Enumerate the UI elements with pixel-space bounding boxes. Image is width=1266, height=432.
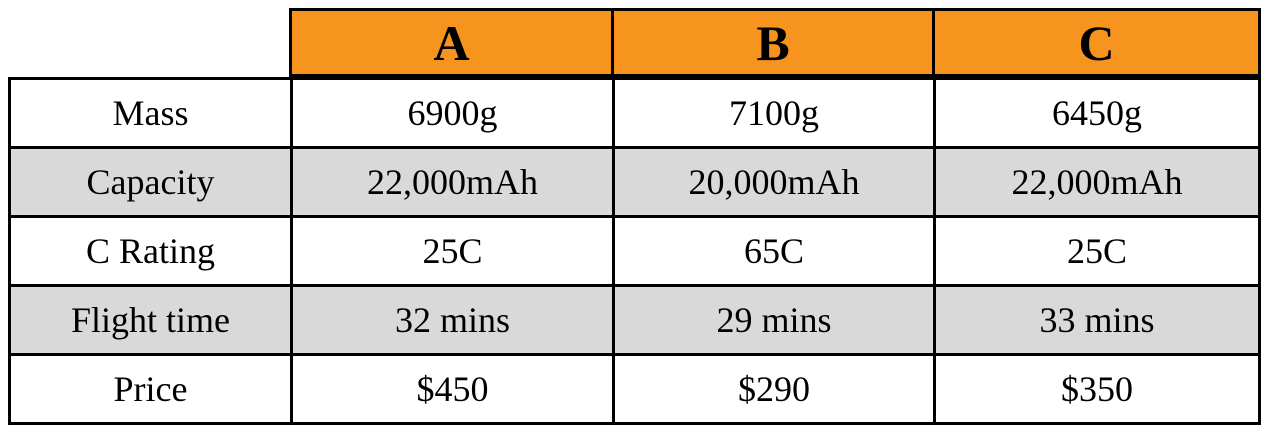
table-cell: 22,000mAh	[933, 146, 1261, 218]
table-cell: $350	[933, 353, 1261, 425]
table-cell: 25C	[290, 215, 615, 287]
table-cell: $290	[612, 353, 936, 425]
table-cell: 33 mins	[933, 284, 1261, 356]
table-cell: 29 mins	[612, 284, 936, 356]
table-row-flight-time: Flight time 32 mins 29 mins 33 mins	[8, 284, 1261, 356]
table-body: Mass 6900g 7100g 6450g Capacity 22,000mA…	[8, 77, 1261, 425]
table-cell: 22,000mAh	[290, 146, 615, 218]
table-cell: 6900g	[290, 77, 615, 149]
table-cell: 25C	[933, 215, 1261, 287]
table-row-mass: Mass 6900g 7100g 6450g	[8, 77, 1261, 149]
table-cell: 6450g	[933, 77, 1261, 149]
row-label: Mass	[8, 77, 293, 149]
row-label: Capacity	[8, 146, 293, 218]
header-row: A B C	[289, 8, 1261, 77]
table-row-capacity: Capacity 22,000mAh 20,000mAh 22,000mAh	[8, 146, 1261, 218]
table-cell: 20,000mAh	[612, 146, 936, 218]
table-cell: 65C	[612, 215, 936, 287]
row-label: Price	[8, 353, 293, 425]
table-row-price: Price $450 $290 $350	[8, 353, 1261, 425]
table-cell: 7100g	[612, 77, 936, 149]
table-cell: 32 mins	[290, 284, 615, 356]
table-cell: $450	[290, 353, 615, 425]
header-cell-a: A	[289, 8, 614, 77]
header-cell-c: C	[932, 8, 1261, 77]
table-header-row: A B C	[289, 8, 1261, 77]
table-row-c-rating: C Rating 25C 65C 25C	[8, 215, 1261, 287]
row-label: Flight time	[8, 284, 293, 356]
header-cell-b: B	[611, 8, 935, 77]
row-label: C Rating	[8, 215, 293, 287]
